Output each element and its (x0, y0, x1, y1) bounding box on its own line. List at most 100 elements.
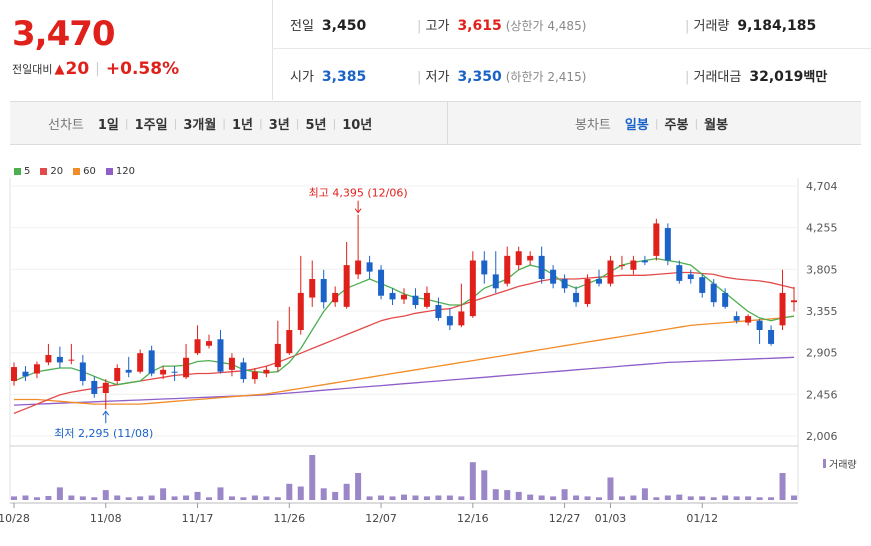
high-label: 고가 (425, 19, 450, 34)
volume-bar (11, 496, 17, 500)
candle-body (366, 262, 373, 272)
upper-limit: (상한가 4,485) (505, 19, 587, 33)
high-value: 3,615 (457, 18, 502, 34)
volume-bar (125, 497, 132, 500)
volume-bar (699, 496, 706, 500)
candle-body (561, 279, 568, 289)
divider (272, 48, 871, 49)
candle-body (607, 260, 614, 284)
candle-body (68, 359, 75, 361)
x-tick-label: 12/16 (457, 512, 489, 525)
tab-daily[interactable]: 일봉 (624, 118, 649, 133)
volume-bar (722, 495, 729, 500)
volume-bar (676, 494, 683, 500)
candle-body (228, 357, 235, 370)
candle-body (481, 260, 488, 275)
candle-body (171, 371, 178, 373)
change-label: 전일대비 (12, 63, 53, 76)
volume-bar (171, 496, 178, 500)
candle-body (641, 260, 648, 263)
candle-body (343, 265, 350, 307)
candle-body (435, 304, 442, 318)
candle-body (194, 339, 201, 354)
x-tick-label: 10/28 (0, 512, 30, 525)
volume-bar (435, 495, 442, 500)
volume-bar (756, 497, 763, 500)
divider: | (95, 61, 100, 77)
volume-bar (160, 488, 167, 500)
low-label: 저가 (425, 70, 450, 85)
y-tick-label: 2,456 (806, 388, 838, 401)
volume-bar (194, 491, 201, 500)
ma120-line (13, 356, 795, 406)
tab-weekly[interactable]: 주봉 (664, 118, 689, 133)
volume-bar (423, 496, 430, 500)
tab-3y[interactable]: 3년 (268, 118, 290, 133)
candle-body (446, 316, 453, 326)
tab-1y[interactable]: 1년 (232, 118, 254, 133)
legend-swatch (105, 168, 113, 175)
tab-5y[interactable]: 5년 (305, 118, 327, 133)
candle-body (722, 292, 729, 307)
candle-body (389, 292, 396, 300)
candle-body (515, 251, 522, 266)
tab-10y[interactable]: 10년 (342, 118, 373, 133)
tab-1w[interactable]: 1주일 (134, 118, 168, 133)
volume-bar (297, 486, 304, 500)
ma60-line (14, 315, 795, 405)
y-tick-label: 3,355 (806, 305, 838, 318)
candle-body (504, 255, 511, 284)
line-chart-label: 선차트 (48, 118, 84, 133)
candle-body (160, 369, 167, 375)
candle-body (664, 228, 671, 261)
volume-bar (412, 495, 419, 500)
candle-body (423, 292, 430, 307)
volume-bar (469, 462, 476, 500)
volume-bar (458, 496, 465, 500)
volume-bar (274, 497, 281, 500)
volume-bar (251, 495, 258, 500)
volume-bar (630, 495, 637, 500)
tab-monthly[interactable]: 월봉 (704, 118, 729, 133)
volume-bar (183, 495, 190, 500)
candle-body (573, 292, 580, 303)
lower-limit: (하한가 2,415) (505, 70, 587, 84)
candle-body (469, 260, 476, 317)
volume-bar (56, 487, 63, 500)
legend-item-ma20: 20 (40, 166, 63, 177)
volume-bar (687, 496, 694, 500)
candle-body (102, 382, 109, 394)
candle-body (251, 371, 258, 380)
volume-bar (664, 495, 671, 500)
volume-stat: | 거래량 9,184,185 (685, 18, 817, 34)
volume-bar (240, 497, 247, 500)
tab-3m[interactable]: 3개월 (183, 118, 217, 133)
candle-body (538, 255, 545, 280)
high-annotation: 최고 4,395 (12/06) (309, 187, 408, 200)
volume-bar (91, 497, 98, 500)
volume-bar (79, 496, 86, 500)
amount-stat: | 거래대금 32,019백만 (685, 69, 828, 85)
ma20-line (13, 271, 795, 415)
y-tick-label: 2,006 (806, 430, 838, 443)
open-label: 시가 (290, 70, 314, 85)
candle-body (355, 260, 362, 275)
divider (272, 0, 273, 100)
amount-value: 32,019 (749, 69, 804, 85)
x-tick-label: 11/26 (273, 512, 305, 525)
volume-bar (33, 497, 40, 500)
x-tick-label: 11/17 (182, 512, 214, 525)
low-arrow-head (102, 410, 110, 416)
tab-1d[interactable]: 1일 (97, 118, 119, 133)
legend-item-ma120: 120 (105, 166, 135, 177)
candle-body (217, 339, 224, 372)
volume-bar (332, 491, 339, 500)
candle-body (148, 350, 155, 374)
volume-bar (309, 455, 316, 500)
candle-body (401, 294, 407, 300)
candle-body (297, 292, 304, 330)
prev-close-stat: 전일 3,450 (290, 15, 366, 34)
volume-bar (228, 496, 235, 500)
candle-body (458, 311, 465, 326)
volume-value: 9,184,185 (737, 18, 817, 34)
